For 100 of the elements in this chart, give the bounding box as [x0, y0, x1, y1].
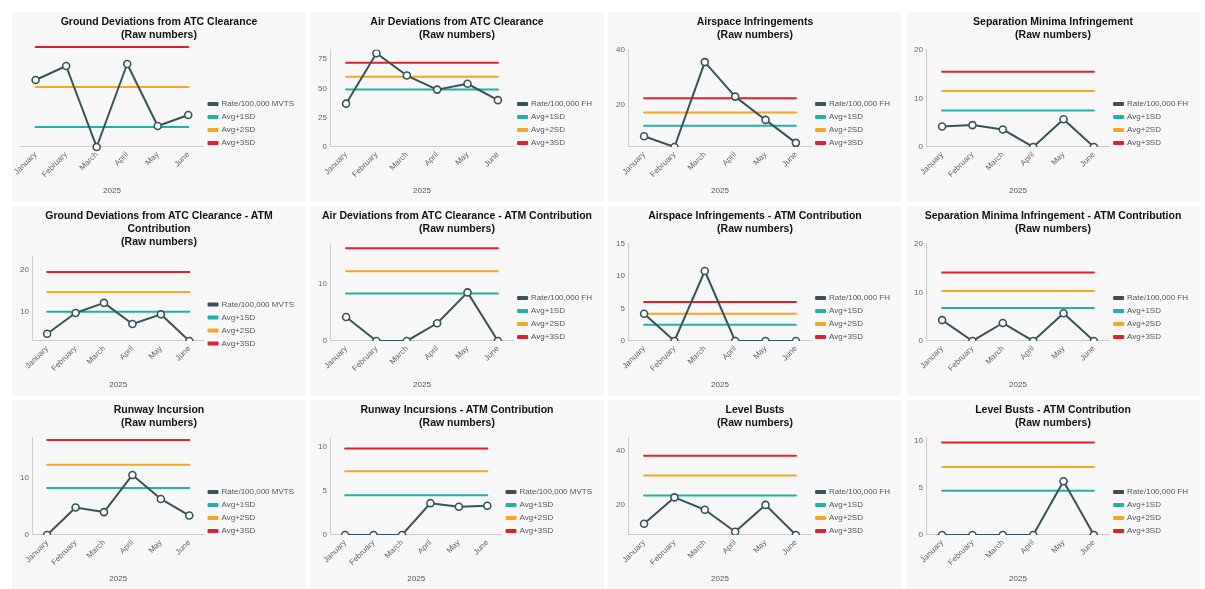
chart-subtitle: (Raw numbers) [418, 416, 496, 429]
x-tick-label: May [453, 149, 471, 168]
point [128, 319, 137, 329]
point [463, 288, 472, 297]
legend-label: Avg+2SD [531, 125, 566, 135]
y-tick-label: 0 [620, 336, 626, 346]
legend-label: Rate/100,000 MVTS [221, 99, 294, 109]
x-tick-label: May [143, 149, 161, 168]
legend-label: Avg+3SD [1127, 332, 1162, 342]
legend-label: Avg+3SD [829, 526, 864, 536]
y-tick-label: 40 [615, 45, 626, 54]
x-tick-label: May [1049, 343, 1067, 362]
y-tick-label: 5 [322, 486, 328, 496]
point [402, 71, 412, 80]
x-axis-title: 2025 [711, 186, 730, 196]
x-axis-title: 2025 [1009, 574, 1028, 584]
y-tick-label: 20 [615, 99, 626, 109]
y-tick-label: 10 [19, 473, 30, 483]
x-axis-title: 2025 [413, 380, 432, 390]
legend-label: Avg+1SD [531, 112, 566, 122]
legend-label: Rate/100,000 MVTS [221, 487, 294, 497]
chart-title: Air Deviations from ATC Clearance - ATM Contribution [320, 209, 594, 222]
point [183, 110, 193, 120]
y-tick-label: 5 [918, 483, 924, 493]
point [700, 57, 710, 67]
y-tick-label: 0 [322, 142, 328, 152]
point [761, 115, 770, 125]
legend-label: Avg+3SD [531, 138, 566, 148]
point [432, 85, 442, 94]
legend-label: Avg+2SD [829, 319, 864, 329]
y-tick-label: 10 [19, 306, 30, 316]
point [670, 493, 679, 502]
chart-subtitle: (Raw numbers) [418, 28, 496, 41]
legend-label: Avg+3SD [1127, 526, 1162, 536]
chart-subtitle: (Raw numbers) [716, 222, 794, 235]
legend-label: Avg+3SD [1127, 138, 1162, 148]
legend-label: Avg+3SD [829, 332, 864, 342]
y-tick-label: 40 [615, 446, 626, 456]
y-tick-label: 10 [913, 287, 924, 297]
point [31, 75, 40, 85]
chart-title: Level Busts - ATM Contribution [974, 403, 1132, 416]
y-tick-label: 10 [913, 93, 924, 103]
legend-label: Avg+2SD [221, 125, 256, 135]
point [153, 121, 163, 131]
legend-label: Rate/100,000 MVTS [519, 487, 592, 497]
point [99, 298, 109, 308]
legend-label: Avg+1SD [1127, 500, 1162, 510]
x-tick-label: May [453, 343, 471, 362]
chart-title: Runway Incursion [112, 403, 206, 416]
y-tick-label: 0 [918, 142, 924, 152]
point [639, 132, 649, 141]
legend-label: Rate/100,000 MVTS [221, 299, 294, 309]
chart-title: Ground Deviations from ATC Clearance - ATM Contribution [44, 209, 274, 235]
y-tick-label: 50 [317, 83, 328, 93]
chart-title: Level Busts [724, 403, 786, 416]
point [71, 503, 80, 512]
chart-title: Separation Minima Infringement [972, 15, 1134, 28]
point [128, 470, 137, 480]
y-tick-label: 10 [615, 271, 626, 281]
y-tick-label: 0 [322, 530, 328, 540]
y-tick-label: 25 [317, 112, 328, 122]
legend-label: Rate/100,000 FH [1127, 99, 1189, 109]
x-tick-label: May [146, 537, 164, 556]
point [156, 494, 166, 504]
chart-subtitle: (Raw numbers) [1014, 416, 1092, 429]
x-tick-label: May [444, 537, 462, 556]
chart-subtitle: (Raw numbers) [418, 222, 496, 235]
y-tick-label: 20 [913, 239, 924, 248]
legend-label: Avg+1SD [1127, 112, 1162, 122]
legend-label: Avg+3SD [221, 526, 256, 536]
point [341, 99, 351, 108]
x-axis-title: 2025 [109, 380, 128, 390]
legend-label: Avg+3SD [221, 138, 256, 148]
x-tick-label: May [751, 149, 769, 168]
point [122, 59, 132, 69]
chart-subtitle: (Raw numbers) [716, 28, 794, 41]
legend-label: Rate/100,000 FH [531, 99, 593, 109]
y-tick-label: 20 [615, 500, 626, 510]
legend-label: Avg+2SD [1127, 125, 1162, 135]
x-axis-title: 2025 [711, 574, 730, 584]
y-tick-label: 20 [913, 45, 924, 54]
y-tick-label: 10 [317, 279, 328, 289]
y-tick-label: 0 [918, 530, 924, 540]
point [639, 519, 649, 528]
legend-label: Avg+2SD [1127, 319, 1162, 329]
legend-label: Avg+2SD [1127, 513, 1162, 523]
chart-subtitle: (Raw numbers) [716, 416, 794, 429]
chart-subtitle: (Raw numbers) [120, 28, 198, 41]
x-tick-label: May [1049, 149, 1067, 168]
point [730, 92, 740, 101]
point [730, 527, 740, 535]
x-axis-title: 2025 [1009, 380, 1028, 390]
legend-label: Avg+1SD [829, 500, 864, 510]
legend-label: Avg+3SD [829, 138, 864, 148]
legend-label: Rate/100,000 FH [829, 293, 891, 303]
legend-label: Avg+1SD [519, 500, 554, 510]
x-tick-label: May [751, 343, 769, 362]
chart-subtitle: (Raw numbers) [120, 416, 198, 429]
point [639, 309, 649, 319]
legend-label: Avg+3SD [531, 332, 566, 342]
